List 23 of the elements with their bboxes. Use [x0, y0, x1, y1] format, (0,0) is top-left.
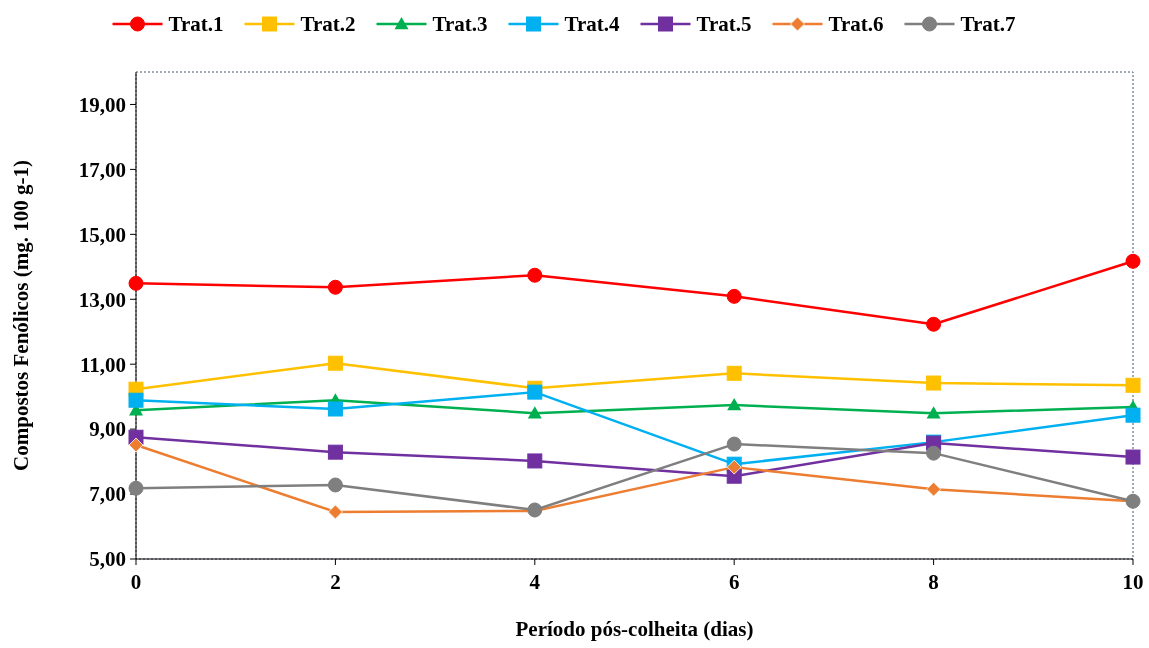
y-tick-label: 19,00: [78, 92, 126, 117]
y-tick-label: 11,00: [79, 352, 126, 377]
y-tick-label: 5,00: [89, 547, 126, 572]
legend-label: Trat.3: [432, 12, 488, 37]
legend-label: Trat.2: [300, 12, 356, 37]
x-tick-label: 6: [728, 570, 740, 594]
x-tick-label: 0: [130, 570, 142, 594]
legend-label: Trat.6: [828, 12, 884, 37]
y-tick-label: 7,00: [89, 482, 126, 507]
y-tick-label: 9,00: [89, 417, 126, 442]
legend-label: Trat.1: [168, 12, 224, 37]
x-tick-label: 2: [330, 570, 341, 594]
y-tick-label: 17,00: [78, 157, 126, 182]
y-axis-title: Compostos Fenólicos (mg. 100 g-1): [9, 160, 33, 471]
legend-label: Trat.4: [564, 12, 621, 37]
y-tick-label: 13,00: [78, 287, 126, 312]
legend-label: Trat.5: [696, 12, 752, 37]
x-tick-label: 8: [928, 570, 939, 594]
legend-label: Trat.7: [960, 12, 1016, 37]
x-tick-label: 4: [529, 570, 541, 594]
x-axis-title: Período pós-colheita (dias): [515, 617, 754, 641]
y-tick-label: 15,00: [78, 222, 126, 247]
x-tick-label: 10: [1122, 570, 1144, 594]
